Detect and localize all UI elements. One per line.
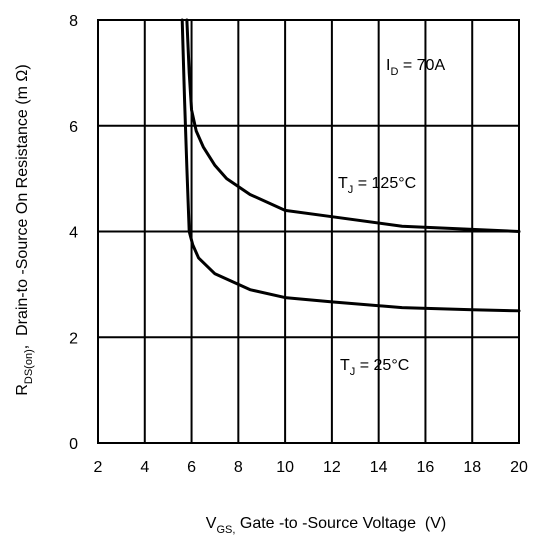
annotation-current: ID = 70A (386, 57, 445, 78)
x-tick-label: 16 (417, 459, 435, 476)
y-tick-labels: 0 2 4 6 8 (69, 13, 78, 453)
y-axis-label-main: R (14, 384, 31, 396)
series-label-25c: TJ = 25°C (340, 357, 409, 378)
x-tick-label: 18 (463, 459, 481, 476)
series-line-25c (180, 18, 521, 313)
y-tick-label: 2 (69, 330, 78, 347)
series-label-25c-sub: J (350, 366, 356, 378)
y-tick-label: 6 (69, 119, 78, 136)
series-line-125c (185, 18, 521, 233)
y-tick-label: 4 (69, 225, 78, 242)
annotation-current-rest: = 70A (398, 57, 445, 74)
plot-frame (97, 19, 520, 444)
x-tick-label: 2 (94, 459, 103, 476)
y-axis-label-sub: DS(on) (23, 349, 35, 384)
series-label-125c-main: T (338, 175, 348, 192)
series-label-125c: TJ = 125°C (338, 175, 416, 196)
x-tick-labels: 2 4 6 8 10 12 14 16 18 20 (94, 459, 528, 476)
y-tick-label: 8 (69, 13, 78, 30)
series-label-125c-rest: = 125°C (353, 175, 416, 192)
x-tick-label: 4 (140, 459, 149, 476)
series-label-125c-sub: J (348, 184, 354, 196)
x-axis-label-main: V (206, 515, 217, 532)
y-axis-label-rest: , Drain-to -Source On Resistance (m Ω) (14, 64, 31, 349)
series-label-25c-rest: = 25°C (355, 357, 409, 374)
x-tick-label: 6 (187, 459, 196, 476)
grid (97, 19, 520, 444)
y-axis-label: RDS(on), Drain-to -Source On Resistance … (14, 64, 35, 395)
x-axis-label-sub: GS, (216, 524, 235, 535)
x-tick-label: 12 (323, 459, 341, 476)
series-label-25c-main: T (340, 357, 350, 374)
x-axis-label-rest: Gate -to -Source Voltage (V) (235, 515, 446, 532)
y-tick-label: 0 (69, 436, 78, 453)
x-axis-label: VGS, Gate -to -Source Voltage (V) (206, 515, 446, 535)
x-tick-label: 8 (234, 459, 243, 476)
x-tick-label: 20 (510, 459, 528, 476)
x-tick-label: 14 (370, 459, 388, 476)
x-tick-label: 10 (276, 459, 294, 476)
annotation-current-main: I (386, 57, 390, 74)
curves (180, 18, 521, 313)
annotation-current-sub: D (390, 66, 398, 78)
